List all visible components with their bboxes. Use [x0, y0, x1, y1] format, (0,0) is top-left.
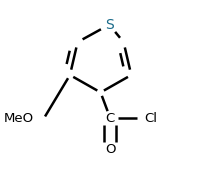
- Text: MeO: MeO: [3, 111, 33, 125]
- Text: O: O: [104, 143, 115, 156]
- Text: S: S: [104, 18, 113, 32]
- Text: Cl: Cl: [144, 111, 157, 125]
- Text: C: C: [105, 111, 114, 125]
